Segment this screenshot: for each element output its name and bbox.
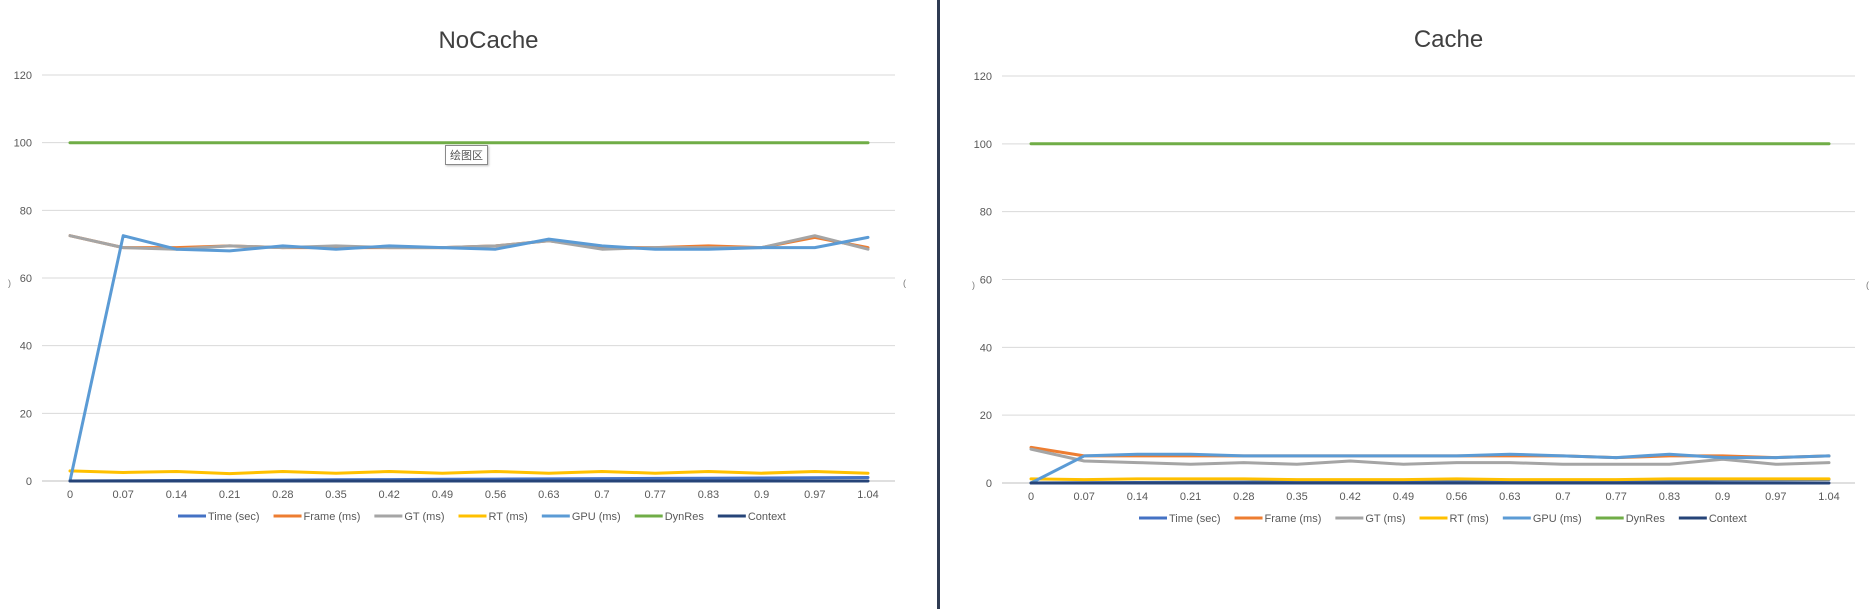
legend-label-gt-ms: GT (ms) <box>1365 513 1405 525</box>
x-tick-label: 0.21 <box>219 489 240 501</box>
chart-title: Cache <box>1414 26 1483 53</box>
x-tick-label: 0 <box>1028 491 1034 503</box>
x-tick-label: 0.49 <box>1393 491 1414 503</box>
y-tick-label: 120 <box>14 70 32 82</box>
legend-label-rt-ms: RT (ms) <box>489 511 528 523</box>
x-tick-label: 0.77 <box>1605 491 1626 503</box>
x-tick-label: 0.56 <box>1446 491 1467 503</box>
x-tick-label: 0.07 <box>112 489 133 501</box>
chart-nocache[interactable]: NoCache 0 20 40 60 80 100 120 0 0.07 0.14 0.21 0.28 0… <box>0 0 938 609</box>
y-tick-label: 20 <box>980 410 992 422</box>
x-tick-label: 0.14 <box>1127 491 1148 503</box>
x-tick-label: 0.14 <box>166 489 187 501</box>
x-tick-label: 1.04 <box>857 489 878 501</box>
resize-handle-right[interactable]: ( <box>903 278 906 288</box>
series-line-rt-ms <box>68 469 870 476</box>
series-line-rt-ms <box>1029 477 1831 482</box>
x-tick-label: 0.35 <box>1286 491 1307 503</box>
x-tick-label: 0.7 <box>594 489 609 501</box>
y-tick-label: 120 <box>974 71 992 83</box>
x-tick-label: 0.28 <box>272 489 293 501</box>
x-tick-label: 0.83 <box>1659 491 1680 503</box>
x-tick-label: 0.63 <box>1499 491 1520 503</box>
legend-label-frame-ms: Frame (ms) <box>304 511 361 523</box>
resize-handle-left[interactable]: ) <box>972 280 975 290</box>
legend-label-frame-ms: Frame (ms) <box>1265 513 1322 525</box>
x-tick-label: 0.83 <box>698 489 719 501</box>
x-tick-label: 0.07 <box>1073 491 1094 503</box>
legend-label-time-sec: Time (sec) <box>1169 513 1221 525</box>
x-tick-label: 0.7 <box>1555 491 1570 503</box>
y-tick-label: 80 <box>980 207 992 219</box>
resize-handle-right[interactable]: ( <box>1866 280 1869 290</box>
y-tick-label: 20 <box>20 408 32 420</box>
y-tick-label: 60 <box>980 275 992 287</box>
series-line-gpu-ms <box>68 234 870 483</box>
chart-title: NoCache <box>438 27 538 54</box>
y-tick-label: 40 <box>20 341 32 353</box>
legend-label-dynres: DynRes <box>1626 513 1666 525</box>
legend-label-gpu-ms: GPU (ms) <box>1533 513 1582 525</box>
x-tick-label: 0.77 <box>644 489 665 501</box>
x-tick-label: 0.9 <box>754 489 769 501</box>
x-tick-label: 0 <box>67 489 73 501</box>
y-tick-label: 80 <box>20 205 32 217</box>
x-tick-label: 0.9 <box>1715 491 1730 503</box>
resize-handle-left[interactable]: ) <box>8 278 11 288</box>
chart-cache[interactable]: Cache 0 20 40 60 80 100 120 0 0.07 0.14 0.21 0.28 0.3… <box>940 0 1875 609</box>
y-tick-label: 100 <box>974 139 992 151</box>
x-tick-label: 0.97 <box>1765 491 1786 503</box>
window-divider[interactable] <box>937 0 940 609</box>
chart-panel-nocache[interactable]: NoCache 0 20 40 60 80 100 120 0 0.07 0.14 0.21 0.28 0… <box>0 0 938 609</box>
x-tick-label: 0.49 <box>432 489 453 501</box>
legend-label-context: Context <box>748 511 786 523</box>
x-tick-label: 0.56 <box>485 489 506 501</box>
y-tick-label: 60 <box>20 273 32 285</box>
x-tick-label: 0.42 <box>378 489 399 501</box>
legend-label-gpu-ms: GPU (ms) <box>572 511 621 523</box>
x-tick-label: 0.63 <box>538 489 559 501</box>
chart-panel-cache[interactable]: Cache 0 20 40 60 80 100 120 0 0.07 0.14 0.21 0.28 0.3… <box>940 0 1875 609</box>
y-tick-label: 100 <box>14 138 32 150</box>
x-tick-label: 1.04 <box>1818 491 1839 503</box>
y-tick-label: 0 <box>26 476 32 488</box>
series-line-gt-ms <box>1029 447 1831 466</box>
legend-label-dynres: DynRes <box>665 511 705 523</box>
x-tick-label: 0.97 <box>804 489 825 501</box>
x-tick-label: 0.42 <box>1339 491 1360 503</box>
legend-label-context: Context <box>1709 513 1747 525</box>
legend-label-rt-ms: RT (ms) <box>1450 513 1489 525</box>
y-tick-label: 0 <box>986 478 992 490</box>
x-tick-label: 0.28 <box>1233 491 1254 503</box>
x-tick-label: 0.35 <box>325 489 346 501</box>
y-tick-label: 40 <box>980 342 992 354</box>
plot-area-tooltip: 绘图区 <box>445 145 488 165</box>
legend-label-gt-ms: GT (ms) <box>404 511 444 523</box>
legend-label-time-sec: Time (sec) <box>208 511 260 523</box>
series-line-gpu-ms <box>1029 452 1831 485</box>
x-tick-label: 0.21 <box>1180 491 1201 503</box>
